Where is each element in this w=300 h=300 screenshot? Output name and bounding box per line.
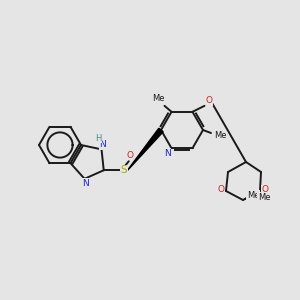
Text: H: H xyxy=(95,134,102,143)
Text: N: N xyxy=(82,179,89,188)
Text: O: O xyxy=(206,96,213,105)
Text: N: N xyxy=(164,149,171,158)
Text: Me: Me xyxy=(214,131,226,140)
Text: Me: Me xyxy=(247,190,259,200)
Text: Me: Me xyxy=(152,94,165,103)
Text: O: O xyxy=(218,185,224,194)
Text: S: S xyxy=(120,165,127,175)
Text: O: O xyxy=(126,151,133,160)
Text: O: O xyxy=(262,185,268,194)
Polygon shape xyxy=(127,128,163,171)
Text: Me: Me xyxy=(258,193,270,202)
Text: N: N xyxy=(99,140,106,149)
